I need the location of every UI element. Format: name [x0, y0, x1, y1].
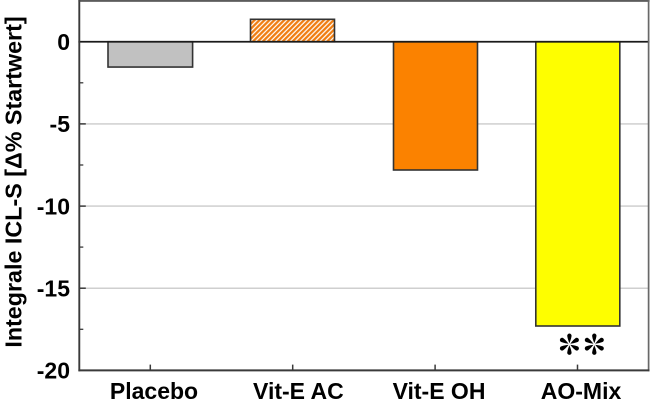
svg-text:-5: -5 [50, 111, 71, 137]
svg-text:Vit-E OH: Vit-E OH [393, 378, 486, 401]
svg-text:Vit-E AC: Vit-E AC [253, 378, 344, 401]
svg-text:-10: -10 [37, 193, 70, 219]
svg-text:-15: -15 [37, 276, 70, 302]
svg-text:-20: -20 [37, 358, 70, 384]
svg-text:0: 0 [57, 29, 70, 55]
svg-text:AO-Mix: AO-Mix [541, 378, 622, 401]
svg-text:Placebo: Placebo [110, 378, 198, 401]
svg-text:Integrale ICL-S [Δ% Startwert]: Integrale ICL-S [Δ% Startwert] [0, 16, 26, 347]
